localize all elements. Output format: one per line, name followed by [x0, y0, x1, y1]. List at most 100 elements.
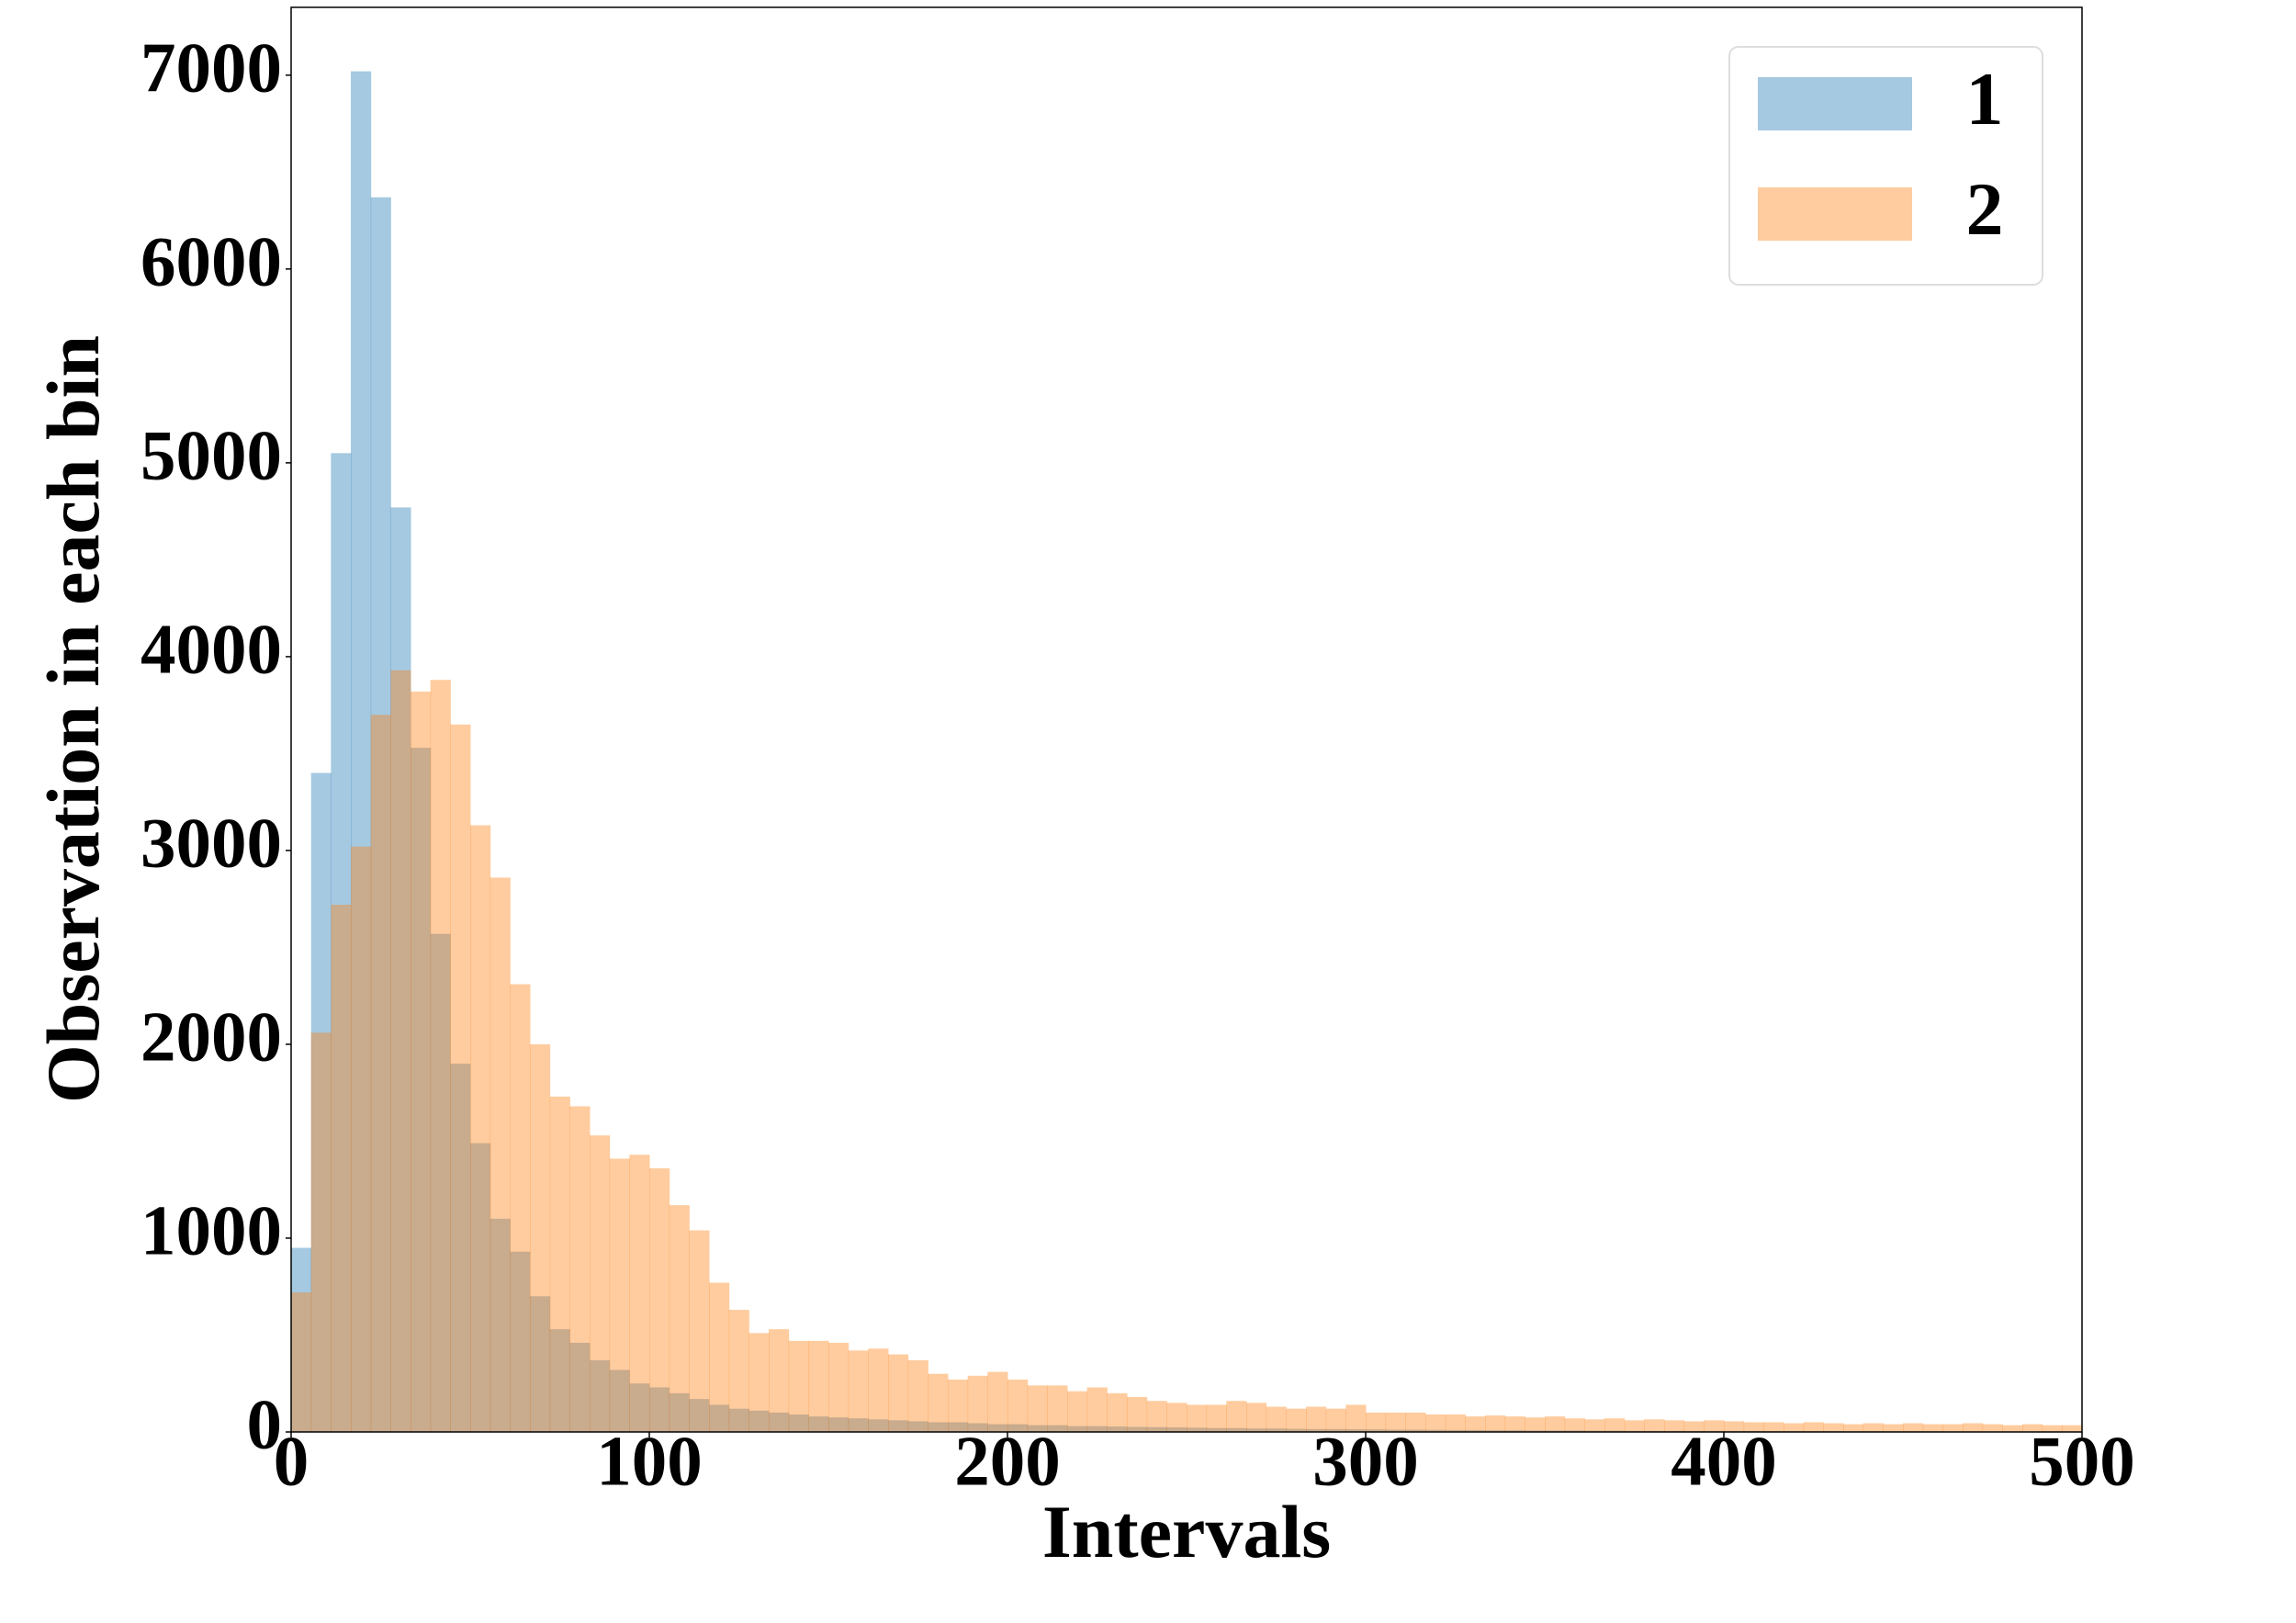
histogram-bar [430, 933, 451, 1432]
histogram-bar [450, 724, 471, 1432]
histogram-bar [430, 680, 451, 1432]
x-tick-label: 500 [2029, 1422, 2135, 1501]
histogram-bar [2062, 1425, 2083, 1432]
histogram-bar [450, 1064, 471, 1432]
histogram-bar [1305, 1428, 1327, 1432]
legend-label: 1 [1966, 57, 2004, 141]
histogram-bar [310, 772, 332, 1432]
histogram-bar [1724, 1421, 1745, 1432]
histogram-bar [848, 1350, 869, 1432]
histogram-bar [549, 1096, 570, 1432]
histogram-bar [1086, 1426, 1108, 1432]
histogram-bar [510, 984, 531, 1432]
histogram-bar [1286, 1408, 1307, 1432]
histogram-bar [609, 1369, 630, 1432]
histogram-bar [1385, 1429, 1406, 1432]
histogram-bar [470, 1143, 491, 1432]
histogram-bar [1325, 1408, 1346, 1432]
histogram-bar [947, 1380, 969, 1432]
histogram-bar [1246, 1428, 1267, 1432]
histogram-bar [1027, 1385, 1048, 1432]
x-axis-label: Intervals [1042, 1490, 1331, 1573]
histogram-bar [629, 1383, 650, 1432]
histogram-bar [1963, 1423, 1984, 1432]
histogram-bar [1126, 1426, 1148, 1432]
histogram-bar [689, 1399, 710, 1432]
histogram-bar [967, 1423, 988, 1432]
x-tick-label: 400 [1671, 1422, 1777, 1501]
histogram-bar [390, 670, 411, 1432]
y-tick-label: 3000 [141, 804, 282, 883]
histogram-bar [410, 748, 432, 1432]
histogram-bar [928, 1422, 949, 1432]
histogram-bar [1366, 1412, 1387, 1432]
histogram-bar [1982, 1424, 2003, 1432]
histogram-bar [410, 691, 432, 1432]
histogram-bar [1604, 1418, 1626, 1432]
histogram-bar [1663, 1420, 1685, 1432]
histogram-bar [1484, 1430, 1506, 1432]
x-tick-label: 300 [1312, 1422, 1419, 1501]
histogram-bar [331, 453, 352, 1432]
histogram-bar [709, 1282, 730, 1432]
histogram-bar [669, 1205, 690, 1432]
histogram-bar [967, 1375, 988, 1432]
histogram-bar [1107, 1392, 1128, 1432]
histogram-bar [1465, 1416, 1486, 1432]
histogram-bar [808, 1416, 829, 1432]
histogram-bar [1564, 1430, 1585, 1432]
histogram-bar [1545, 1416, 1566, 1432]
histogram-bar [848, 1418, 869, 1432]
histogram-bar [1405, 1429, 1426, 1432]
histogram-bar [928, 1373, 949, 1432]
histogram-bar [1047, 1425, 1068, 1432]
histogram-bar [788, 1414, 809, 1432]
legend-box [1728, 46, 2043, 286]
legend-swatch [1758, 77, 1912, 130]
histogram-bar [510, 1251, 531, 1432]
histogram-bar [1784, 1423, 1805, 1432]
histogram-bar [1166, 1403, 1187, 1432]
histogram-bar [947, 1422, 969, 1432]
histogram-bar [1504, 1430, 1525, 1432]
histogram-bar [1266, 1406, 1287, 1432]
histogram-bar [1166, 1426, 1187, 1432]
legend-swatch [1758, 187, 1912, 241]
histogram-bar [549, 1329, 570, 1432]
histogram-bar [1704, 1420, 1725, 1432]
histogram-bar [1484, 1415, 1506, 1432]
x-tick-label: 200 [954, 1422, 1061, 1501]
histogram-bar [1803, 1422, 1824, 1432]
histogram-bar [649, 1387, 670, 1432]
histogram-bar [1007, 1380, 1029, 1432]
histogram-bar [888, 1420, 909, 1432]
x-tick-label: 100 [596, 1422, 703, 1501]
histogram-bar [1067, 1391, 1088, 1432]
y-tick-label: 4000 [141, 610, 282, 689]
histogram-bar [1187, 1404, 1208, 1432]
histogram-bar [709, 1404, 730, 1432]
histogram-bar [907, 1421, 929, 1432]
histogram-bar [1504, 1416, 1525, 1432]
histogram-bar [490, 1218, 511, 1432]
histogram-bar [1286, 1428, 1307, 1432]
histogram-bar [1366, 1429, 1387, 1432]
histogram-bar [1842, 1424, 1864, 1432]
histogram-bar [1584, 1419, 1605, 1432]
histogram-bar [1107, 1426, 1128, 1432]
histogram-bar [370, 715, 391, 1432]
histogram-bar [1445, 1414, 1466, 1432]
histogram-bar [1325, 1428, 1346, 1432]
histogram-bar [1345, 1429, 1367, 1432]
histogram-bar [1465, 1429, 1486, 1432]
histogram-bar [530, 1296, 551, 1432]
histogram-bar [1942, 1424, 1964, 1432]
histogram-bar [629, 1155, 650, 1432]
histogram-bar [589, 1135, 611, 1432]
histogram-bar [569, 1106, 591, 1432]
histogram-bar [1345, 1404, 1367, 1432]
y-tick-label: 5000 [141, 416, 282, 495]
histogram-bar [609, 1158, 630, 1432]
histogram-bar [1763, 1422, 1784, 1432]
histogram-bar [828, 1417, 850, 1432]
